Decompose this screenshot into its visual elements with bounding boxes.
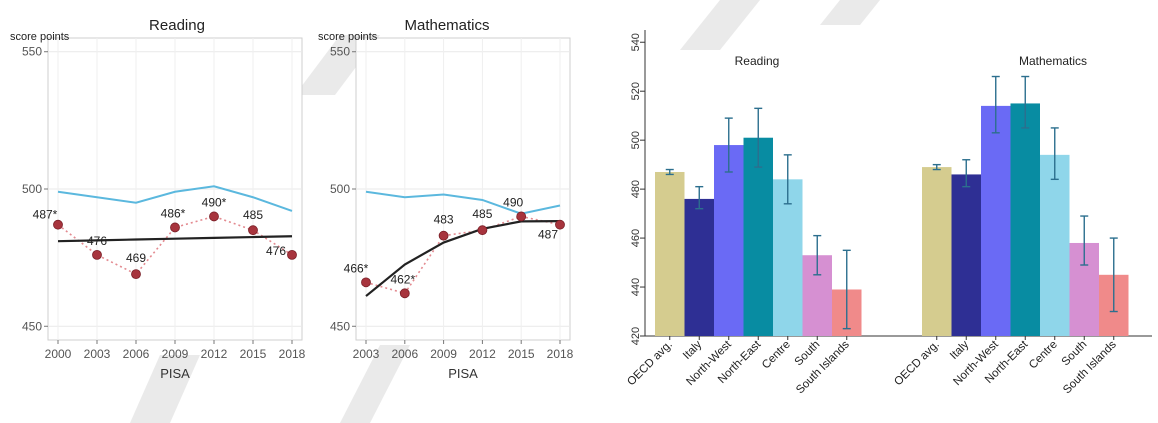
bar <box>684 198 714 336</box>
score-point <box>53 219 63 230</box>
trend-line <box>57 235 293 243</box>
data-label: 487* <box>33 208 58 222</box>
score-points-label: score points <box>10 31 70 43</box>
watermark <box>130 0 880 423</box>
data-label: 483 <box>434 213 454 227</box>
panel-title: Reading <box>149 17 205 34</box>
panel-title: Mathematics <box>404 17 489 34</box>
x-tick-label: 2015 <box>508 347 535 361</box>
oecd-average-line <box>57 185 293 212</box>
y-tick-label: 480 <box>630 180 642 198</box>
data-label: 476 <box>87 234 107 248</box>
data-label: 485 <box>472 207 492 221</box>
score-point <box>209 211 219 222</box>
bar <box>981 105 1011 336</box>
score-points-label: score points <box>318 31 378 43</box>
category-label: South Islands <box>1061 338 1119 396</box>
score-point <box>477 225 488 236</box>
x-axis-title: PISA <box>160 366 190 381</box>
y-tick-label: 520 <box>630 82 642 100</box>
category-label: Centre <box>1027 339 1060 372</box>
y-tick-label: 450 <box>22 319 42 333</box>
y-tick-label: 500 <box>22 182 42 196</box>
bar <box>743 137 773 336</box>
y-tick-label: 420 <box>630 327 642 345</box>
bar <box>1010 103 1040 336</box>
data-label: 486* <box>161 206 186 220</box>
score-dotted-line <box>365 215 561 295</box>
oecd-average-line <box>365 190 561 215</box>
category-label: Centre <box>760 339 793 372</box>
score-point <box>555 219 565 230</box>
x-tick-label: 2018 <box>547 347 574 361</box>
score-point <box>131 269 141 280</box>
group-label: Reading <box>735 54 780 68</box>
y-tick-label: 550 <box>330 45 350 59</box>
x-tick-label: 2012 <box>469 347 496 361</box>
bar <box>951 174 981 336</box>
data-label: 490* <box>202 195 227 209</box>
x-tick-label: 2003 <box>84 347 111 361</box>
x-tick-label: 2018 <box>279 347 306 361</box>
y-tick-label: 500 <box>630 131 642 149</box>
x-tick-label: 2003 <box>353 347 380 361</box>
score-point <box>248 225 258 236</box>
y-tick-label: 500 <box>330 182 350 196</box>
category-label: Italy <box>948 338 972 362</box>
line-panel-mathematics: 450 500 550 2003 2006 2009 2012 2015 2018 Mathema… <box>318 17 574 381</box>
line-panel-reading: 450 500 550 2000 2003 2006 2009 2012 2015 2018 Rea… <box>10 17 306 381</box>
category-label: OECD avg. <box>892 339 942 389</box>
x-tick-label: 2012 <box>201 347 228 361</box>
bar <box>655 171 685 336</box>
x-tick-label: 2006 <box>123 347 150 361</box>
score-point <box>361 277 371 288</box>
data-label: 462* <box>390 272 415 286</box>
x-tick-label: 2000 <box>45 347 72 361</box>
data-label: 466* <box>344 261 369 275</box>
x-tick-label: 2009 <box>430 347 457 361</box>
x-tick-label: 2006 <box>391 347 418 361</box>
line-chart-panels: 450 500 550 2000 2003 2006 2009 2012 2015 2018 Rea… <box>10 17 574 381</box>
bar <box>773 179 803 336</box>
data-label: 487 <box>538 228 558 242</box>
score-point <box>438 230 449 241</box>
bar <box>922 167 952 336</box>
score-point <box>287 249 297 260</box>
score-point <box>92 249 102 260</box>
score-point <box>170 222 180 233</box>
y-tick-label: 460 <box>630 229 642 247</box>
y-tick-label: 540 <box>630 33 642 51</box>
category-label: South Islands <box>794 338 852 396</box>
y-tick-label: 440 <box>630 278 642 296</box>
data-label: 490 <box>503 195 523 209</box>
group-label: Mathematics <box>1019 54 1087 68</box>
bar <box>1040 154 1070 336</box>
y-tick-label: 450 <box>330 319 350 333</box>
score-point <box>516 211 527 222</box>
x-tick-label: 2009 <box>162 347 189 361</box>
score-point <box>399 288 410 299</box>
x-axis-title: PISA <box>448 366 478 381</box>
trend-line <box>365 220 561 297</box>
data-label: 476 <box>266 244 286 258</box>
y-tick-label: 550 <box>22 45 42 59</box>
category-label: Italy <box>681 338 705 362</box>
data-label: 485 <box>243 208 263 222</box>
data-label: 469 <box>126 251 146 265</box>
bar <box>714 145 744 336</box>
x-tick-label: 2015 <box>240 347 267 361</box>
